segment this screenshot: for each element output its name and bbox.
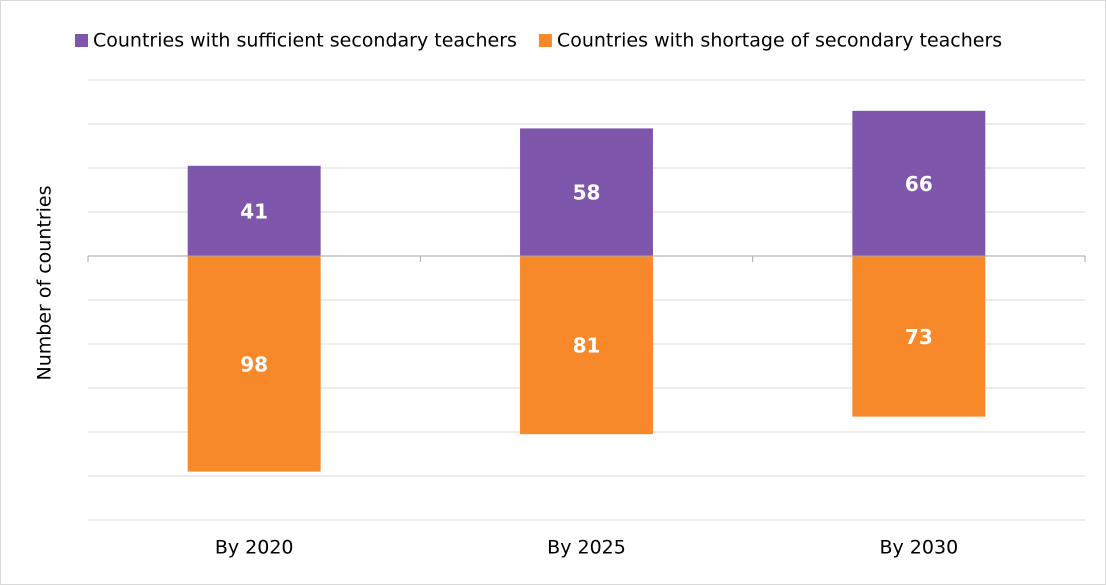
legend-label: Countries with shortage of secondary tea… [557,30,1002,52]
data-label: 66 [905,172,933,196]
data-label: 73 [905,325,933,349]
bar [520,256,653,435]
bar [852,256,986,417]
x-tick-label: By 2030 [879,537,958,559]
x-tick-label: By 2025 [547,537,626,559]
data-label: 81 [573,334,601,358]
bar [852,110,986,256]
legend-swatch [75,34,88,47]
legend-label: Countries with sufficient secondary teac… [93,30,517,52]
data-label: 98 [240,352,268,376]
data-label: 58 [573,181,601,205]
legend-swatch [538,34,552,47]
x-tick-label: By 2020 [215,537,294,559]
y-axis-label: Number of countries [34,185,56,380]
bar [520,128,653,256]
bar [187,256,321,472]
data-label: 41 [240,199,268,223]
bar [187,165,321,256]
